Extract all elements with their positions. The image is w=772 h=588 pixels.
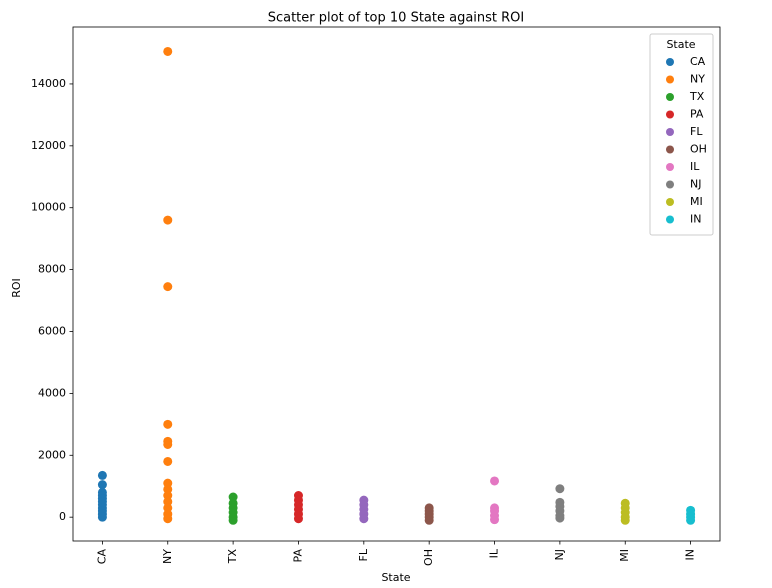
legend-marker [666,93,674,101]
x-tick-label: NJ [553,549,566,560]
point [555,484,565,494]
point [686,515,696,525]
legend-marker [666,198,674,206]
legend-marker [666,110,674,119]
y-tick-label: 12000 [31,139,66,152]
x-tick-label: IL [488,548,501,558]
point [490,515,500,525]
point [293,514,303,524]
point [228,492,238,502]
y-tick-label: 4000 [38,386,66,399]
point [555,513,565,523]
legend-label: IL [690,160,700,173]
x-tick-label: IN [684,549,697,560]
point [163,497,173,507]
point [163,46,173,56]
legend-marker [666,128,674,136]
point [424,515,434,525]
x-axis-label: State [381,571,410,584]
x-tick-label: PA [291,549,304,563]
legend-label: CA [690,55,706,68]
legend-title: State [666,38,695,51]
legend-marker [666,163,674,171]
x-tick-label: OH [422,549,435,566]
y-tick-label: 8000 [38,263,66,276]
y-axis-label: ROI [10,278,23,298]
y-tick-label: 14000 [31,77,66,90]
point [163,282,173,292]
point [163,503,173,513]
y-tick-label: 0 [59,510,66,523]
point [163,439,173,449]
legend-label: NY [690,73,705,86]
point [228,515,238,525]
legend-marker [666,75,674,84]
legend-label: PA [690,108,704,121]
point [163,215,173,225]
x-tick-label: NY [161,549,174,564]
point [163,419,173,429]
legend-box [649,33,714,236]
legend-marker [666,145,674,154]
point [97,512,107,522]
legend-marker [666,58,674,66]
legend-marker [666,180,674,189]
point [97,480,107,490]
x-tick-label: FL [357,548,370,561]
y-tick-label: 6000 [38,325,66,338]
point [163,514,173,524]
chart-title: Scatter plot of top 10 State against ROI [268,11,525,26]
x-tick-label: MI [618,549,631,562]
y-tick-label: 2000 [38,448,66,461]
legend-label: NJ [690,178,701,191]
legend-label: FL [690,125,703,138]
plot-frame [72,26,721,542]
point [163,491,173,501]
point [163,484,173,494]
point [620,515,630,525]
point [163,456,173,466]
legend-label: IN [690,213,701,226]
x-tick-label: TX [226,549,239,565]
legend-label: OH [690,143,707,156]
legend-marker [666,215,674,224]
point [359,514,369,524]
y-tick-label: 10000 [31,201,66,214]
point [163,478,173,488]
point [97,470,107,480]
x-tick-label: CA [95,549,108,565]
point [490,476,500,486]
legend-label: TX [689,90,705,103]
legend-label: MI [690,195,703,208]
